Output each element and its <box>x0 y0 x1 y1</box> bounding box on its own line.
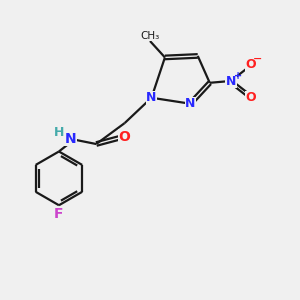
Text: N: N <box>64 132 76 146</box>
Text: CH₃: CH₃ <box>140 31 160 40</box>
Text: H: H <box>54 126 64 139</box>
Text: N: N <box>146 91 157 104</box>
Text: O: O <box>245 91 256 104</box>
Text: −: − <box>253 54 262 64</box>
Text: O: O <box>119 130 130 144</box>
Text: +: + <box>234 71 242 81</box>
Text: N: N <box>226 75 236 88</box>
Text: O: O <box>245 58 256 71</box>
Text: F: F <box>54 207 64 221</box>
Text: N: N <box>185 97 196 110</box>
